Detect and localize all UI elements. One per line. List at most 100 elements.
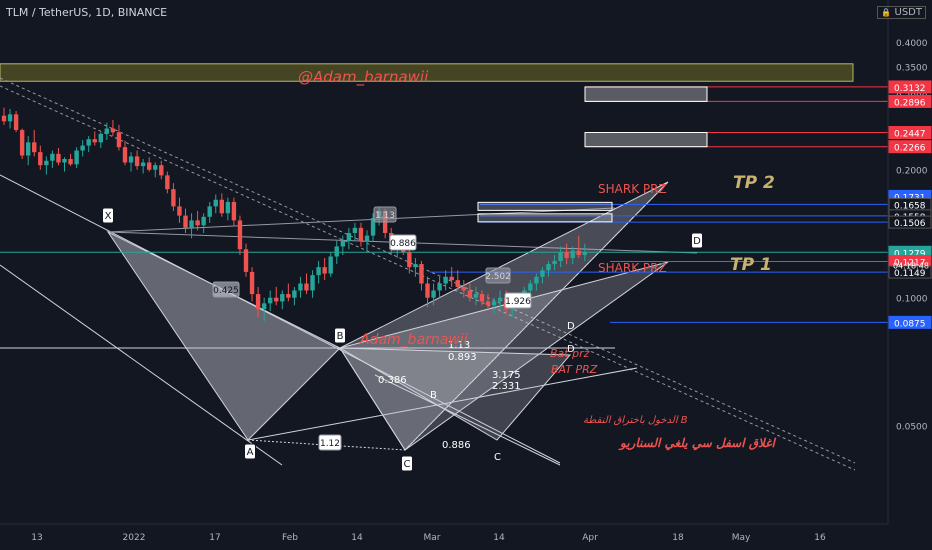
candle-body xyxy=(437,283,442,291)
bat-prz-box-2 xyxy=(477,213,613,223)
price-label: 0.1279 xyxy=(894,249,926,259)
candle-body xyxy=(413,264,418,268)
candle-body xyxy=(419,264,424,284)
y-tick-label: 0.1000 xyxy=(896,295,928,305)
stop-note-arabic: اغلاق اسفل سي يلغي السناريو xyxy=(618,436,776,451)
candle-body xyxy=(68,158,73,165)
point-label-c2: C xyxy=(494,452,501,463)
candle-body xyxy=(316,267,321,276)
candle-body xyxy=(80,145,85,151)
candle-body xyxy=(570,250,575,259)
trendline-dashed-1 xyxy=(0,77,856,464)
candle-body xyxy=(328,256,333,274)
candle-body xyxy=(104,128,110,134)
ratio-label-2502-box xyxy=(485,267,511,284)
ratio-label-0425-box xyxy=(212,281,240,298)
candle-body xyxy=(528,283,533,291)
price-label: 0.1217 xyxy=(894,258,926,268)
bat-prz-label-2: BAT PRZ xyxy=(551,363,598,376)
tp1-label: TP 1 xyxy=(730,255,772,275)
candle-body xyxy=(183,215,188,228)
candle-body xyxy=(479,294,485,302)
candle-body xyxy=(56,153,61,163)
candle-body xyxy=(274,297,279,302)
candle-body xyxy=(26,142,31,156)
price-label-box xyxy=(888,140,932,154)
price-label: 0.1658 xyxy=(894,201,926,211)
ratio-label-112-box xyxy=(318,434,342,451)
candle-body xyxy=(147,162,152,170)
candle-body xyxy=(159,165,164,176)
candle-body xyxy=(304,283,309,291)
price-label: 0.1506 xyxy=(894,219,926,229)
candle-body xyxy=(443,276,448,284)
price-label-box xyxy=(888,126,932,140)
x-tick-label: 14 xyxy=(493,533,505,543)
y-tick-label: 0.4000 xyxy=(896,39,928,49)
x-tick-label: 18 xyxy=(672,533,684,543)
candle-body xyxy=(576,250,581,256)
x-tick-label: Feb xyxy=(282,533,298,543)
candle-body xyxy=(189,220,194,228)
candle-body xyxy=(461,286,466,291)
candle-body xyxy=(237,220,243,250)
price-label-box xyxy=(888,215,932,229)
candle-body xyxy=(13,114,19,131)
candle-body xyxy=(425,283,430,298)
price-label: 0.0875 xyxy=(894,319,926,329)
ratio-label-2331: 2.331 xyxy=(492,381,521,392)
point-label-a-box xyxy=(244,443,256,460)
price-label: 0.2896 xyxy=(894,98,926,108)
candle-body xyxy=(358,227,364,241)
candle-body xyxy=(231,201,237,221)
price-label-box xyxy=(888,265,932,279)
candle-body xyxy=(7,114,13,122)
candle-body xyxy=(92,139,97,143)
ratio-label-113-mid: 1.13 xyxy=(448,340,470,351)
point-label-d1-box xyxy=(691,232,703,249)
point-label-d3: D xyxy=(567,344,575,355)
time-axis[interactable] xyxy=(0,524,888,550)
channel-line-upper xyxy=(0,174,561,464)
candle-body xyxy=(467,290,473,298)
candle-body xyxy=(558,252,563,262)
ratio-label-0386: 0.386 xyxy=(378,375,407,386)
shark-prz-box-bottom xyxy=(584,132,708,148)
y-tick-label: 0.2000 xyxy=(896,167,928,177)
candle-body xyxy=(534,276,539,284)
lock-icon: 🔒 xyxy=(881,8,892,17)
candle-body xyxy=(540,270,545,277)
candle-body xyxy=(449,276,454,281)
price-label-box xyxy=(888,315,932,329)
price-label: 0.2266 xyxy=(894,144,926,154)
ratio-label-1926: 1.926 xyxy=(505,297,531,307)
ratio-label-113-top: 1.13 xyxy=(375,211,395,221)
currency-label: USDT xyxy=(894,7,922,18)
shark-prz-box-top xyxy=(584,86,708,102)
candle-body xyxy=(552,261,557,265)
x-tick-label: Apr xyxy=(582,533,598,543)
candle-body xyxy=(177,206,182,216)
candle-body xyxy=(292,290,297,298)
candle-body xyxy=(455,280,460,287)
candle-body xyxy=(50,153,55,161)
shark-prz-label-bottom: SHARK PRZ xyxy=(598,261,667,275)
ratio-label-0886-top: 0.886 xyxy=(390,239,416,249)
candle-body xyxy=(153,165,158,170)
bat-prz-label-1: Bat prz xyxy=(550,347,590,360)
candle-body xyxy=(134,156,140,167)
candle-body xyxy=(249,271,255,295)
ratio-label-1926-box xyxy=(504,292,532,309)
point-label-d2: D xyxy=(567,321,575,332)
ratio-label-112: 1.12 xyxy=(320,439,340,449)
price-label: 0.2447 xyxy=(894,130,926,140)
price-label: 0.1149 xyxy=(894,269,926,279)
x-tick-label: 2022 xyxy=(123,533,146,543)
candle-body xyxy=(74,150,79,165)
candle-body xyxy=(473,294,479,298)
shark-prz-label-top: SHARK PRZ xyxy=(598,182,667,196)
currency-button[interactable]: 🔒 USDT xyxy=(877,6,926,19)
